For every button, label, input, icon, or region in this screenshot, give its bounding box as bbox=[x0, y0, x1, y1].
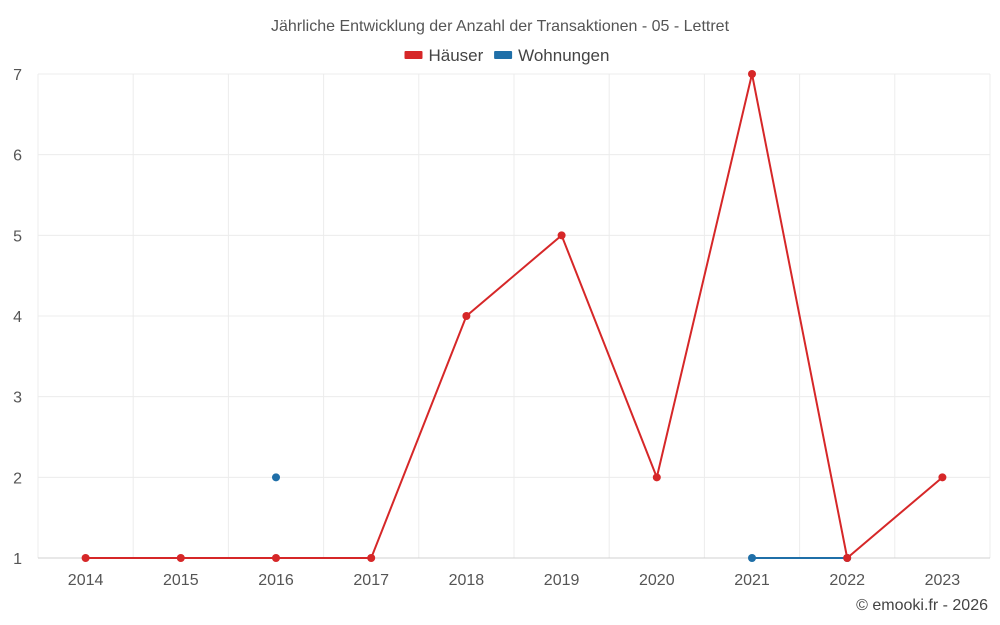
y-tick-label: 6 bbox=[13, 148, 22, 165]
data-point[interactable] bbox=[938, 473, 947, 482]
y-axis: 1 2 3 4 5 6 7 bbox=[13, 67, 22, 568]
y-tick-label: 2 bbox=[13, 470, 22, 487]
x-tick-label: 2015 bbox=[163, 572, 199, 589]
data-point[interactable] bbox=[367, 554, 376, 562]
data-point[interactable] bbox=[176, 554, 185, 562]
x-axis: 2014 2015 2016 2017 2018 2019 2020 2021 2022 2023 bbox=[68, 572, 960, 589]
series-group bbox=[81, 70, 947, 562]
legend-swatch bbox=[494, 51, 513, 59]
legend-item-0[interactable]: Häuser bbox=[404, 46, 484, 65]
data-point[interactable] bbox=[843, 554, 852, 562]
x-tick-label: 2022 bbox=[829, 572, 865, 589]
series-line bbox=[85, 73, 944, 559]
chart-title: Jährliche Entwicklung der Anzahl der Tra… bbox=[271, 18, 730, 35]
data-point[interactable] bbox=[557, 231, 566, 240]
legend-swatch bbox=[404, 51, 423, 59]
data-point[interactable] bbox=[748, 554, 756, 562]
legend-label: Häuser bbox=[429, 46, 484, 65]
y-tick-label: 5 bbox=[13, 228, 22, 245]
legend-item-1[interactable]: Wohnungen bbox=[494, 46, 609, 65]
data-point[interactable] bbox=[462, 312, 471, 320]
y-tick-label: 1 bbox=[13, 551, 22, 568]
y-tick-label: 4 bbox=[13, 309, 22, 326]
x-tick-label: 2018 bbox=[449, 572, 485, 589]
series-0 bbox=[81, 70, 947, 562]
x-tick-label: 2016 bbox=[258, 572, 294, 589]
data-point[interactable] bbox=[272, 554, 280, 562]
x-tick-label: 2020 bbox=[639, 572, 675, 589]
legend-label: Wohnungen bbox=[518, 46, 609, 65]
data-point[interactable] bbox=[652, 473, 661, 482]
x-tick-label: 2017 bbox=[353, 572, 389, 589]
data-point[interactable] bbox=[81, 554, 90, 562]
legend: Häuser Wohnungen bbox=[404, 46, 609, 65]
copyright-footer: © emooki.fr - 2026 bbox=[856, 597, 988, 614]
grid bbox=[37, 73, 991, 559]
series-1 bbox=[272, 473, 852, 562]
x-tick-label: 2021 bbox=[734, 572, 770, 589]
data-point[interactable] bbox=[272, 473, 280, 482]
y-tick-label: 3 bbox=[13, 390, 22, 407]
data-point[interactable] bbox=[748, 70, 756, 78]
x-tick-label: 2014 bbox=[68, 572, 104, 589]
y-tick-label: 7 bbox=[13, 67, 22, 84]
x-tick-label: 2019 bbox=[544, 572, 580, 589]
x-tick-label: 2023 bbox=[925, 572, 961, 589]
